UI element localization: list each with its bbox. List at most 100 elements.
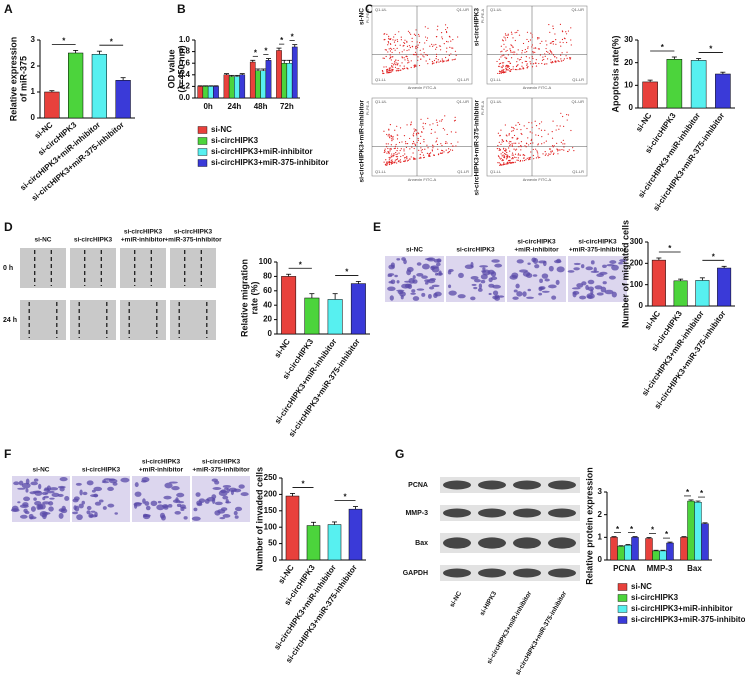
flow-event (560, 141, 562, 143)
flow-event (420, 58, 422, 60)
flow-event (397, 40, 399, 43)
flow-event (523, 125, 525, 127)
flow-event (405, 143, 407, 145)
flow-event (544, 150, 546, 153)
flow-event (535, 59, 537, 61)
flow-x-axis: Annexin FITC-A (408, 177, 437, 182)
bar (304, 297, 320, 335)
cell (214, 501, 223, 506)
flow-event (517, 49, 519, 51)
flow-event (546, 63, 548, 65)
flow-event (440, 143, 442, 145)
wound-image (120, 300, 166, 340)
cell (23, 496, 31, 502)
flow-event (500, 164, 502, 166)
flow-event (511, 158, 513, 160)
cell (107, 503, 115, 508)
error-bar (625, 544, 631, 546)
flow-event (423, 128, 425, 130)
flow-event (426, 54, 428, 56)
flow-event (505, 65, 507, 67)
cell (175, 497, 179, 503)
cell (604, 289, 614, 295)
blot-band (443, 568, 471, 578)
flow-event (506, 140, 508, 143)
flow-event (403, 148, 405, 150)
flow-event (544, 129, 546, 131)
flow-event (412, 140, 415, 143)
flow-event (395, 143, 397, 146)
flow-event (389, 150, 391, 152)
flow-event (502, 140, 505, 143)
flow-event (394, 66, 397, 68)
flow-event (416, 41, 418, 43)
flow-event (387, 44, 389, 46)
quadrant-label: Q1-LL (490, 77, 502, 82)
flow-event (516, 69, 518, 71)
cell (600, 286, 607, 293)
flow-event (391, 153, 393, 155)
flow-event (422, 48, 424, 50)
flow-event (549, 31, 551, 33)
cell (394, 274, 398, 278)
blot-band (548, 480, 576, 490)
flow-event (422, 126, 424, 128)
error-bar (671, 56, 677, 60)
error-bar (667, 541, 673, 543)
y-tick-label: 0 (273, 555, 278, 564)
cell (82, 491, 88, 496)
x-tick-label: si-NC (643, 309, 662, 331)
cell (438, 270, 442, 276)
cell (91, 489, 96, 493)
flow-event (410, 123, 412, 125)
quadrant-label: Q1-UR (572, 7, 585, 12)
flow-event (507, 34, 509, 36)
flow-event (422, 122, 424, 124)
flow-event (413, 157, 416, 159)
flow-event (566, 41, 568, 44)
y-tick-label: 10 (624, 80, 633, 89)
flow-event (404, 42, 406, 44)
flow-event (385, 159, 387, 161)
flow-event (396, 47, 398, 49)
error-bar (213, 85, 219, 87)
cell (494, 294, 500, 299)
flow-event (446, 31, 448, 34)
flow-event (445, 141, 447, 143)
significance-label: * (62, 37, 66, 46)
row-label: 0 h (3, 265, 13, 272)
flow-event (389, 58, 391, 60)
y-tick-label: 0.4 (179, 70, 191, 79)
flow-event (402, 45, 404, 47)
flow-event (500, 56, 502, 58)
cell (183, 516, 188, 520)
flow-event (402, 155, 404, 157)
flow-event (501, 69, 503, 71)
cell (134, 482, 139, 488)
cell (112, 482, 118, 486)
flow-event (509, 62, 512, 64)
cell (196, 500, 203, 506)
flow-event (397, 160, 400, 163)
flow-event (398, 31, 400, 33)
flow-event (393, 36, 395, 38)
flow-event (423, 138, 425, 141)
flow-event (522, 160, 524, 162)
flow-event (532, 57, 534, 60)
quadrant-label: Q1-UR (457, 99, 470, 104)
flow-event (502, 148, 505, 150)
bar (715, 73, 731, 109)
cell (606, 264, 615, 267)
cell (234, 515, 239, 519)
column-label: +miR-375-inhibitor (192, 467, 250, 474)
flow-event (440, 120, 443, 122)
cell (47, 501, 54, 506)
flow-event (549, 153, 551, 156)
cell (20, 514, 28, 519)
flow-event (512, 154, 514, 156)
flow-event (436, 121, 438, 124)
flow-event (440, 32, 443, 34)
flow-event (569, 57, 572, 59)
flow-event (518, 59, 521, 61)
cell (608, 275, 616, 280)
